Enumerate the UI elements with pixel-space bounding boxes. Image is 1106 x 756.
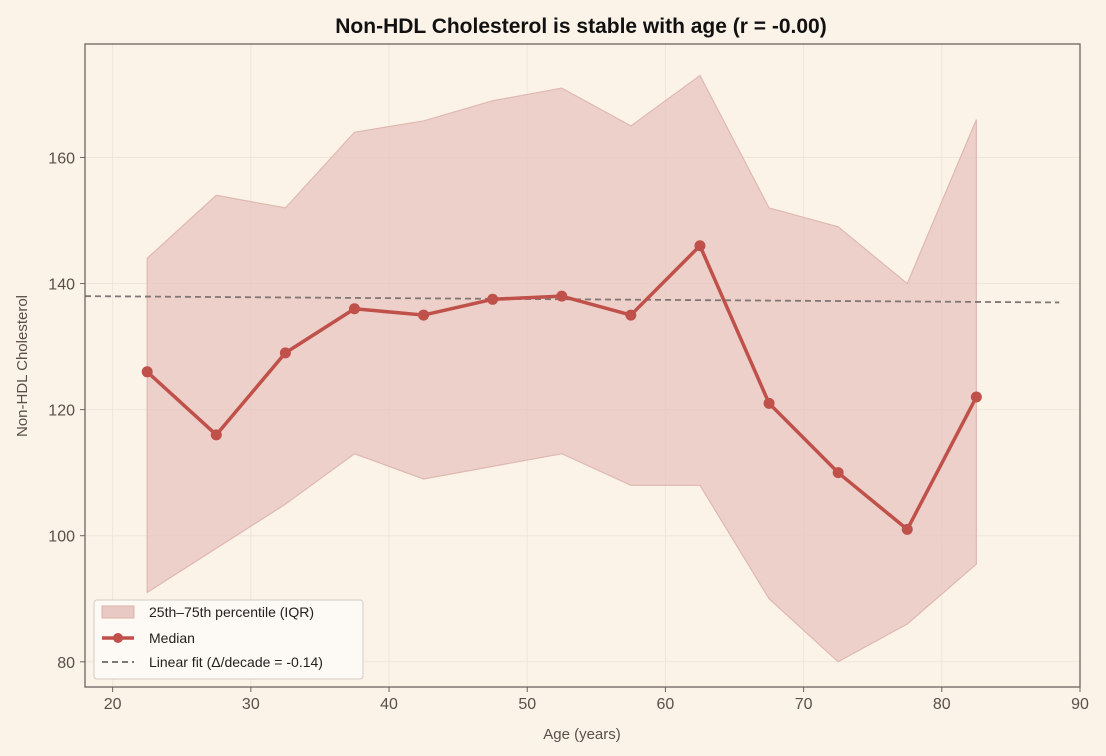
- y-tick-label: 80: [57, 655, 75, 672]
- median-point: [625, 309, 637, 321]
- legend-label-fit: Linear fit (Δ/decade = -0.14): [149, 654, 323, 670]
- median-point: [970, 391, 982, 403]
- x-tick-label: 70: [795, 696, 813, 713]
- legend-swatch-iqr: [101, 605, 135, 619]
- linear-fit-line: [84, 295, 1060, 304]
- y-tick-label: 120: [48, 403, 75, 420]
- iqr-band: [146, 74, 977, 663]
- x-tick-label: 80: [933, 696, 951, 713]
- legend-box: [93, 599, 364, 680]
- x-axis-ticks: 20 30 40 50 60 70 80 90: [104, 687, 1089, 713]
- x-axis-label: Age (years): [543, 726, 621, 743]
- chart-title: Non-HDL Cholesterol is stable with age (…: [335, 15, 826, 38]
- legend: 25th–75th percentile (IQR) Median Linear…: [93, 599, 364, 680]
- median-point: [210, 429, 222, 441]
- iqr-band-layer: [146, 74, 977, 663]
- x-tick-label: 60: [657, 696, 675, 713]
- median-point: [556, 290, 568, 302]
- y-axis-label: Non-HDL Cholesterol: [14, 295, 31, 437]
- x-tick-label: 30: [242, 696, 260, 713]
- legend-label-iqr: 25th–75th percentile (IQR): [149, 604, 314, 620]
- y-tick-label: 140: [48, 277, 75, 294]
- x-tick-label: 20: [104, 696, 122, 713]
- x-tick-label: 50: [518, 696, 536, 713]
- linear-fit-layer: [84, 295, 1060, 304]
- median-point: [694, 240, 706, 252]
- y-tick-label: 160: [48, 150, 75, 167]
- median-series-layer: [141, 240, 982, 535]
- y-tick-label: 100: [48, 529, 75, 546]
- median-point: [763, 397, 775, 409]
- median-point: [487, 293, 499, 305]
- y-axis-ticks: 80 100 120 140 160: [48, 150, 85, 672]
- median-point: [418, 309, 430, 321]
- median-point: [141, 366, 153, 378]
- x-tick-label: 40: [380, 696, 398, 713]
- median-point: [832, 467, 844, 479]
- legend-swatch-median-marker: [113, 633, 123, 643]
- median-point: [901, 523, 913, 535]
- plot-frame: [84, 43, 1081, 688]
- legend-label-median: Median: [149, 630, 195, 646]
- x-tick-label: 90: [1071, 696, 1089, 713]
- median-point: [279, 347, 291, 359]
- median-point: [348, 303, 360, 315]
